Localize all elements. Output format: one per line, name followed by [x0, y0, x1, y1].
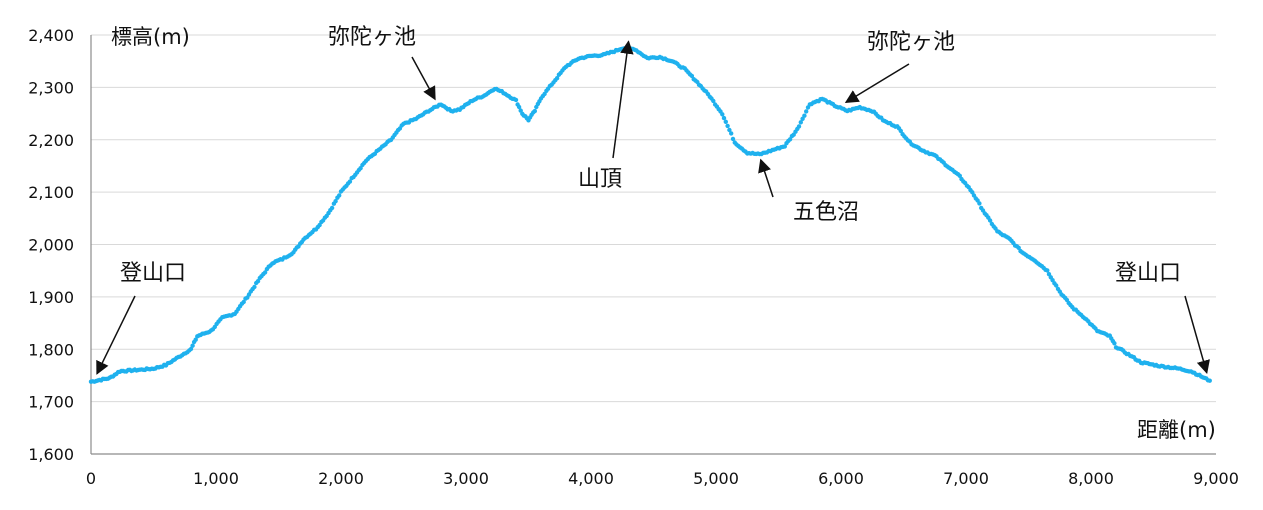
elevation-point	[787, 137, 793, 142]
x-tick-label: 2,000	[318, 469, 364, 488]
y-tick-label: 2,400	[28, 26, 74, 45]
elevation-point	[804, 109, 809, 114]
x-tick-label: 3,000	[443, 469, 489, 488]
y-tick-label: 2,000	[28, 236, 74, 255]
x-tick-label: 9,000	[1193, 469, 1239, 488]
elevation-point	[262, 270, 268, 275]
elevation-point	[802, 113, 807, 118]
elevation-point	[711, 98, 716, 104]
x-tick-label: 4,000	[568, 469, 614, 488]
elevation-point	[347, 179, 353, 184]
annotation-arrow	[844, 63, 910, 103]
annotation-arrow	[411, 56, 436, 101]
elevation-point	[729, 131, 734, 136]
elevation-point	[721, 115, 727, 121]
elevation-point	[1112, 341, 1117, 346]
elevation-point	[689, 73, 695, 79]
elevation-point	[241, 299, 246, 305]
elevation-point	[796, 124, 802, 129]
x-tick-label: 6,000	[818, 469, 864, 488]
gridlines	[91, 34, 1216, 403]
annotation-label: 五色沼	[793, 200, 859, 225]
x-axis-title: 距離(m)	[1137, 418, 1216, 442]
x-tick-label: 5,000	[693, 469, 739, 488]
elevation-series	[88, 45, 1212, 384]
elevation-point	[513, 97, 519, 103]
elevation-point	[730, 136, 736, 142]
elevation-point	[333, 199, 338, 204]
elevation-point	[1054, 283, 1059, 288]
y-tick-label: 2,100	[28, 183, 74, 202]
annotation-label: 山頂	[578, 167, 622, 192]
elevation-point	[554, 76, 560, 81]
annotation-label: 弥陀ヶ池	[867, 30, 955, 55]
elevation-point	[516, 104, 522, 110]
elevation-point	[782, 144, 787, 149]
elevation-point	[190, 343, 195, 348]
x-tick-label: 7,000	[943, 469, 989, 488]
elevation-point	[977, 201, 982, 206]
annotation-arrow	[758, 158, 774, 198]
y-tick-label: 1,600	[28, 445, 74, 464]
x-tick-label: 8,000	[1068, 469, 1114, 488]
elevation-point	[720, 112, 725, 117]
annotation-arrow	[96, 295, 136, 375]
elevation-point	[188, 346, 194, 352]
elevation-point	[727, 127, 732, 133]
elevation-point	[329, 205, 335, 211]
axes	[90, 35, 1216, 455]
y-axis-title: 標高(m)	[111, 25, 190, 49]
elevation-point	[898, 128, 903, 134]
elevation-point	[957, 173, 962, 178]
elevation-point	[252, 284, 257, 290]
x-tick-label: 0	[86, 469, 96, 488]
elevation-point	[798, 120, 803, 125]
elevation-point	[1207, 378, 1212, 383]
annotation-arrow	[612, 40, 634, 159]
y-tick-label: 2,200	[28, 131, 74, 150]
elevation-point	[255, 279, 261, 284]
elevation-point	[193, 337, 198, 342]
elevation-point	[987, 218, 993, 223]
y-tick-label: 1,700	[28, 393, 74, 412]
elevation-point	[725, 123, 730, 129]
elevation-point	[723, 119, 728, 125]
annotation-arrow	[1184, 295, 1210, 374]
annotation-label: 弥陀ヶ池	[328, 25, 416, 50]
elevation-point	[358, 166, 363, 171]
elevation-point	[532, 108, 537, 114]
elevation-point	[317, 222, 322, 228]
tick-labels: 1,600 1,700 1,800 1,900 2,000 2,100 2,200 2,300…	[28, 26, 1239, 488]
elevation-point	[1016, 245, 1021, 250]
x-tick-label: 1,000	[193, 469, 239, 488]
annotation-label: 登山口	[1115, 261, 1181, 286]
y-tick-label: 1,900	[28, 288, 74, 307]
elevation-point	[337, 193, 342, 198]
y-tick-label: 1,800	[28, 340, 74, 359]
annotation-label: 登山口	[120, 261, 186, 286]
elevation-point	[1045, 268, 1050, 273]
y-tick-label: 2,300	[28, 78, 74, 97]
